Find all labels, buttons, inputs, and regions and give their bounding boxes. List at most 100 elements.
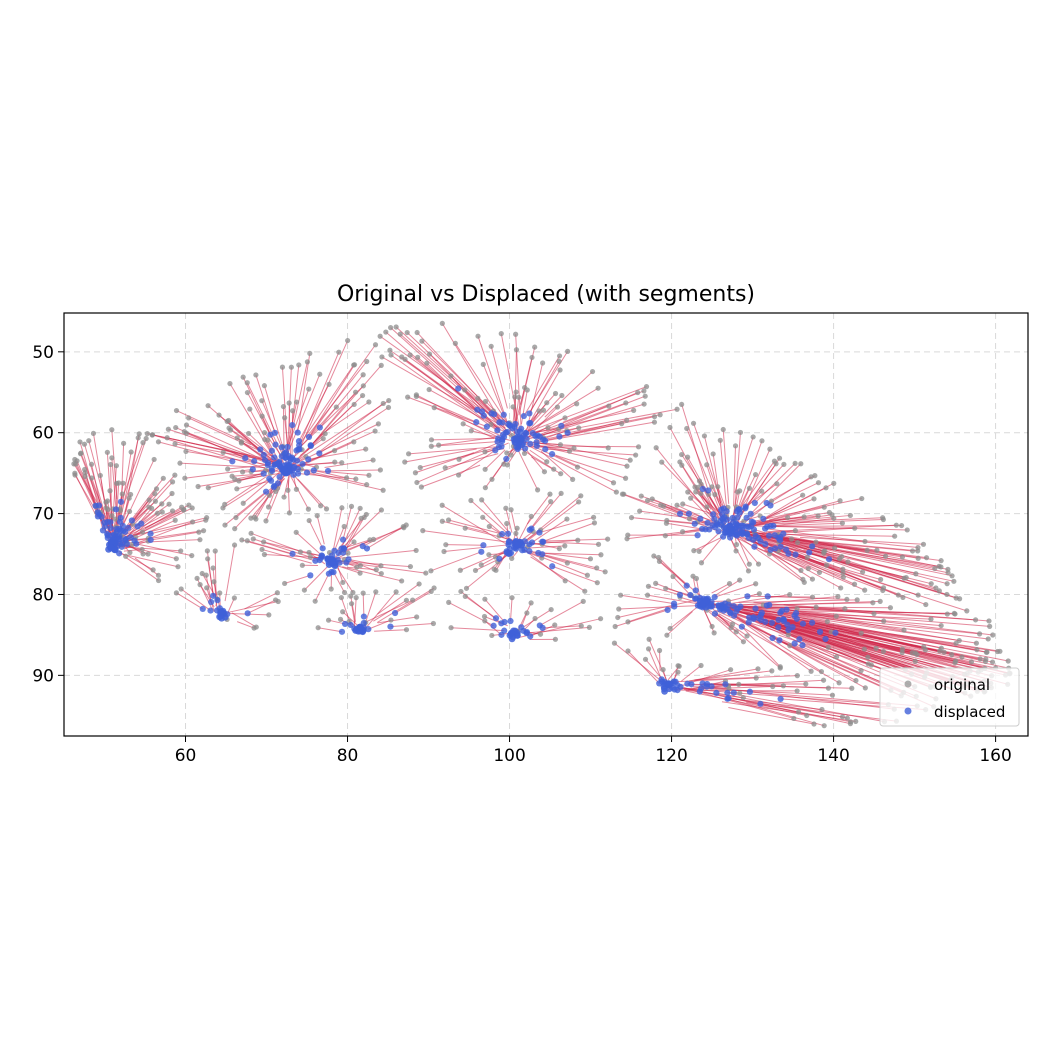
displacement-segment [542,553,597,569]
original-point [307,350,313,357]
displacement-segment [701,538,722,564]
displaced-point [360,613,367,620]
original-point [645,646,652,652]
original-point [973,640,980,646]
original-point [288,364,294,370]
original-point [108,461,114,468]
original-point [616,606,622,612]
original-point [339,460,345,466]
displaced-point [772,545,779,552]
displaced-point [777,609,784,616]
original-point [323,506,330,512]
original-point [306,517,312,524]
original-point [414,614,420,620]
displacement-segment [74,473,98,519]
original-point [413,547,419,554]
displaced-point [210,592,217,599]
displacement-segment [714,583,756,598]
original-point [89,475,95,481]
original-point [375,421,381,427]
original-point [306,386,312,392]
original-point [293,529,299,535]
displaced-point [474,406,481,413]
original-point [336,349,342,355]
original-point [150,567,156,573]
displaced-point [806,549,813,556]
chart-title: Original vs Displaced (with segments) [337,282,755,307]
original-point [155,572,162,578]
original-point [203,517,209,523]
original-point [674,502,680,508]
original-point [744,633,750,639]
original-point [849,685,855,691]
original-point [746,485,753,491]
displaced-point [117,540,124,547]
displacement-segment [685,690,807,717]
original-point [205,556,211,562]
original-point [938,558,944,564]
displaced-point [722,605,729,612]
original-point [458,588,464,595]
original-point [737,488,743,494]
original-point [651,553,657,559]
original-point [595,385,601,391]
original-point [401,525,407,531]
displacement-segment [747,595,813,598]
original-point [528,513,534,519]
original-point [858,667,864,674]
displaced-point [762,525,769,532]
original-point [468,428,474,434]
original-point [140,440,146,446]
original-point [755,666,761,672]
original-point [558,490,564,497]
original-point [405,394,411,400]
original-point [169,508,176,514]
displacement-segment [542,625,582,629]
original-point [407,352,413,358]
original-point [851,581,858,587]
displacement-segment [158,441,233,462]
displacement-segment [725,683,829,689]
displaced-point [498,443,505,450]
displacement-segment [417,356,478,411]
original-point [414,479,420,486]
original-point [259,546,265,553]
original-point [224,418,230,424]
displaced-point [750,536,757,543]
displacement-segment [285,374,321,458]
displaced-point [764,593,771,600]
original-point [317,371,323,377]
displaced-point [737,603,744,610]
original-point [386,397,392,404]
displacement-segment [727,692,885,723]
original-point [624,417,630,423]
displacement-segment [362,593,365,617]
displaced-point [529,430,536,437]
displacement-segment [545,448,636,456]
original-point [936,588,942,594]
displaced-point [289,550,296,557]
original-point [328,586,334,592]
original-point [285,487,291,493]
displacement-segment [454,343,509,425]
original-point [357,505,363,511]
original-point [238,439,244,445]
original-point [651,414,658,420]
displaced-point [704,519,711,527]
displaced-point [706,526,713,533]
displacement-segment [700,493,724,523]
displacement-segment [291,364,300,426]
original-point [460,421,466,427]
displacement-segment [111,457,117,510]
original-point [153,486,160,492]
original-point [151,456,157,463]
original-point [953,658,959,664]
displacement-segment [451,627,505,632]
displacement-segment [319,407,389,454]
original-point [508,507,514,513]
displacement-segment [811,608,976,621]
displaced-point [276,473,283,480]
displaced-point [832,629,839,636]
displacement-segment [458,440,503,460]
original-point [341,589,348,596]
